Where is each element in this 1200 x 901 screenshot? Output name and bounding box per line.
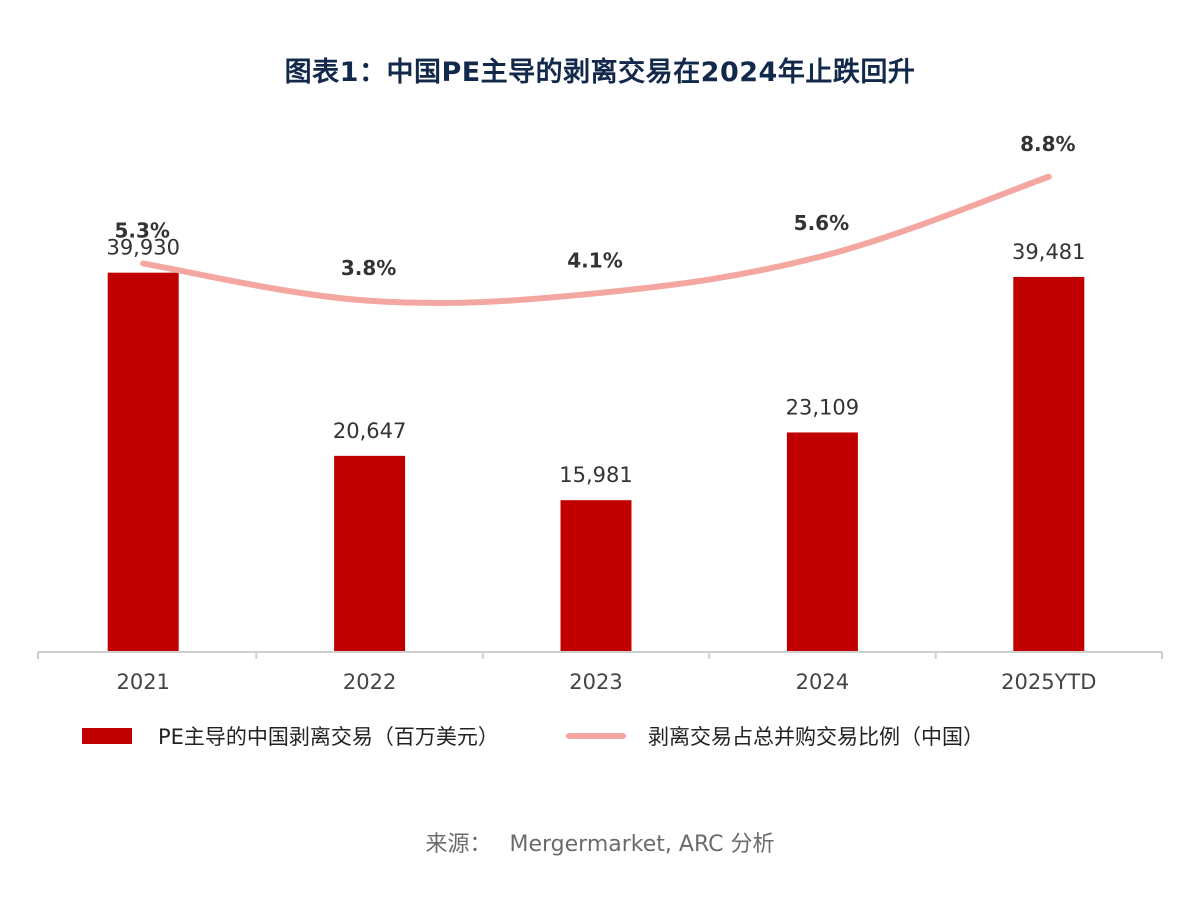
source-text: Mergermarket, ARC 分析 <box>509 832 775 857</box>
bar-2021 <box>107 272 179 652</box>
legend-item-bars[interactable]: PE主导的中国剥离交易（百万美元） <box>82 718 499 754</box>
chart-title: 图表1：中国PE主导的剥离交易在2024年止跌回升 <box>284 57 916 88</box>
ratio-value-label-2021: 5.3% <box>114 219 169 243</box>
x-tick-label-2021: 2021 <box>116 670 169 694</box>
x-tick-label-2024: 2024 <box>796 670 849 694</box>
x-tick-label-2025YTD: 2025YTD <box>1001 670 1096 694</box>
source-note: 来源： Mergermarket, ARC 分析 <box>0 826 1200 858</box>
legend-item-line[interactable]: 剥离交易占总并购交易比例（中国） <box>566 718 984 754</box>
legend-label-bars: PE主导的中国剥离交易（百万美元） <box>158 725 499 749</box>
ratio-value-label-2022: 3.8% <box>341 256 396 280</box>
bar-2023 <box>560 500 632 652</box>
bar-2022 <box>334 455 406 652</box>
legend-swatch-bar <box>82 728 132 744</box>
ratio-line-layer <box>140 173 1052 307</box>
bar-value-label-2024: 23,109 <box>786 395 859 419</box>
legend: PE主导的中国剥离交易（百万美元） 剥离交易占总并购交易比例（中国） <box>0 718 1200 754</box>
bar-value-label-2023: 15,981 <box>559 463 632 487</box>
ratio-value-label-2023: 4.1% <box>567 248 622 272</box>
legend-swatch-line <box>566 733 626 739</box>
bar-value-label-2021: 39,930 <box>106 236 179 260</box>
bars-layer <box>107 272 1085 652</box>
bar-2025YTD <box>1013 276 1085 652</box>
x-tick-label-2023: 2023 <box>569 670 622 694</box>
x-tick-label-2022: 2022 <box>343 670 396 694</box>
source-prefix: 来源： <box>425 832 492 857</box>
x-axis: 2021 2022 2023 2024 2025YTD <box>37 651 1163 694</box>
ratio-series-line <box>140 173 1052 307</box>
labels-layer: 39,930 20,647 15,981 23,109 39,481 5.3% 3.8% 4.… <box>106 132 1085 487</box>
ratio-value-label-2025YTD: 8.8% <box>1020 132 1075 156</box>
bar-value-label-2025YTD: 39,481 <box>1012 240 1085 264</box>
bar-value-label-2022: 20,647 <box>333 419 406 443</box>
bar-2024 <box>786 432 858 652</box>
legend-label-line: 剥离交易占总并购交易比例（中国） <box>648 725 984 749</box>
ratio-value-label-2024: 5.6% <box>794 211 849 235</box>
